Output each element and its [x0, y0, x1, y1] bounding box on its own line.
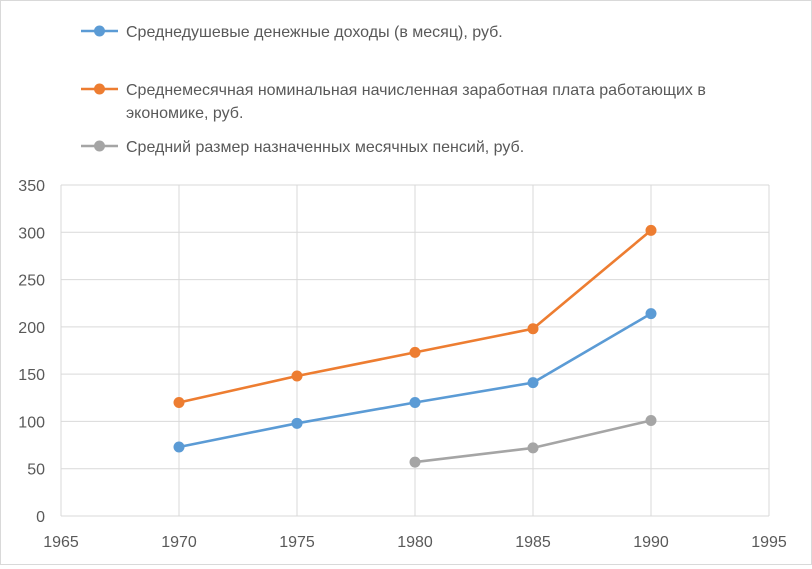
legend-entry-1: Среднедушевые денежные доходы (в месяц),…	[81, 24, 503, 41]
data-point	[527, 377, 539, 389]
series-3	[409, 414, 657, 468]
data-point	[645, 414, 657, 426]
legend-marker	[94, 83, 105, 95]
data-point	[645, 308, 657, 320]
data-point	[173, 441, 185, 453]
data-point	[291, 417, 303, 429]
x-tick-label: 1970	[161, 534, 197, 551]
y-tick-label: 100	[18, 414, 45, 431]
legend-label: экономике, руб.	[126, 105, 243, 122]
grid-layer	[60, 184, 770, 517]
legend-entry-3: Средний размер назначенных месячных пенс…	[81, 139, 524, 156]
x-tick-label: 1975	[279, 534, 315, 551]
x-tick-label: 1965	[43, 534, 79, 551]
data-point	[645, 224, 657, 236]
y-tick-label: 350	[18, 178, 45, 195]
series-2	[173, 224, 657, 409]
legend: Среднедушевые денежные доходы (в месяц),…	[81, 24, 706, 156]
y-tick-label: 50	[27, 462, 45, 479]
y-tick-label: 250	[18, 273, 45, 290]
series-layer	[173, 224, 657, 468]
y-tick-label: 0	[36, 509, 45, 526]
legend-entry-2: Среднемесячная номинальная начисленная з…	[81, 82, 706, 122]
data-point	[527, 442, 539, 454]
data-point	[409, 397, 421, 409]
data-point	[527, 323, 539, 335]
x-tick-label: 1990	[633, 534, 669, 551]
data-point	[173, 397, 185, 409]
legend-marker	[94, 140, 105, 152]
legend-marker	[94, 25, 105, 37]
axis-layer: 0 50 100 150 200 250 300 350 1965 1970 1975 1980 198…	[18, 178, 787, 551]
data-point	[409, 346, 421, 358]
x-tick-label: 1980	[397, 534, 433, 551]
legend-label: Среднедушевые денежные доходы (в месяц),…	[126, 24, 503, 41]
x-tick-label: 1995	[751, 534, 787, 551]
y-tick-label: 150	[18, 367, 45, 384]
series-1	[173, 308, 657, 453]
legend-label: Среднемесячная номинальная начисленная з…	[126, 82, 706, 99]
data-point	[409, 456, 421, 468]
legend-label: Средний размер назначенных месячных пенс…	[126, 139, 524, 156]
x-tick-label: 1985	[515, 534, 551, 551]
y-tick-label: 300	[18, 225, 45, 242]
y-tick-label: 200	[18, 320, 45, 337]
data-point	[291, 370, 303, 382]
